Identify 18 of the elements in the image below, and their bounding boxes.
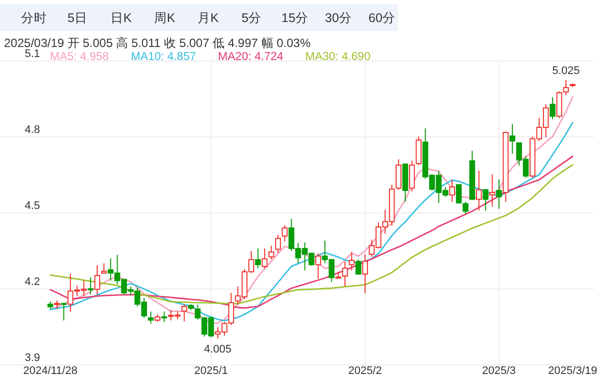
text: MA20: 4.724 [218,51,284,63]
x-tick-label: 2024/11/28 [23,365,78,377]
chart-title: 2025/03/19 开 5.005 高 5.011 收 5.007 低 4.997 幅 0.03% [4,36,311,50]
x-tick-label: 2025/1 [194,365,228,377]
text: MA10: 4.857 [130,51,196,63]
y-tick-label: 5.1 [24,48,40,60]
text: MA5: 4.958 [50,51,109,63]
annotation: 4.005 [204,343,232,356]
x-tick-label: 2025/3 [482,365,516,377]
y-tick-label: 4.8 [24,124,40,136]
x-tick-label: 2025/3/19 [548,365,598,377]
x-tick-label: 2025/2 [348,365,382,377]
text: MA30: 4.690 [305,51,370,63]
annotation: 5.025 [552,65,580,77]
y-tick-label: 3.9 [24,352,40,364]
y-tick-label: 4.5 [24,200,40,212]
tabs: 分时 5日 日K 周K 月K 5分 15分 30分 60分 [0,4,398,31]
y-tick-label: 4.2 [24,276,40,288]
